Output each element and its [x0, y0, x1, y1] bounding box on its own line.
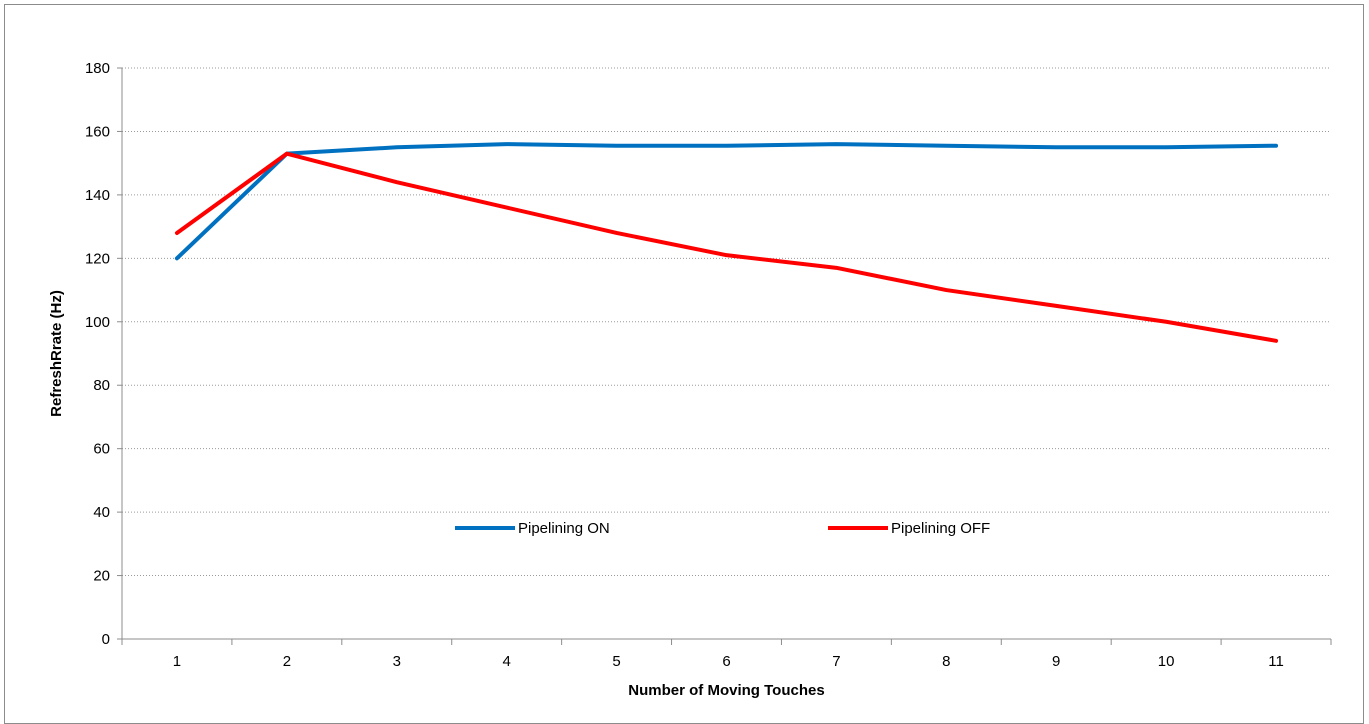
x-tick-label: 6 — [722, 653, 730, 670]
x-axis-title: Number of Moving Touches — [628, 682, 824, 699]
x-tick-label: 9 — [1052, 653, 1060, 670]
x-tick-label: 8 — [942, 653, 950, 670]
legend-label-pipelining-off: Pipelining OFF — [891, 520, 990, 537]
x-tick-label: 11 — [1268, 653, 1284, 670]
x-tick-label: 5 — [612, 653, 620, 670]
x-tick-label: 3 — [393, 653, 401, 670]
x-tick-label: 2 — [283, 653, 291, 670]
y-tick-label: 20 — [93, 568, 110, 585]
x-tick-label: 1 — [173, 653, 181, 670]
legend-label-pipelining-on: Pipelining ON — [518, 520, 610, 537]
y-tick-label: 120 — [85, 250, 110, 267]
y-tick-label: 100 — [85, 314, 110, 331]
series-lines — [174, 142, 1279, 343]
y-axis-title: RefreshRrate (Hz) — [48, 290, 65, 417]
y-tick-label: 160 — [85, 123, 110, 140]
y-tick-label: 80 — [93, 377, 110, 394]
x-tick-label: 10 — [1158, 653, 1175, 670]
tick-labels: 0 20 40 60 80 100 120 140 160 180 1 2 3 4 5 6 7 8 9 10 11 — [85, 60, 1284, 670]
x-tick-label: 7 — [832, 653, 840, 670]
gridlines — [122, 67, 1331, 577]
y-tick-label: 40 — [93, 504, 110, 521]
legend: Pipelining ON Pipelining OFF — [455, 520, 990, 537]
series-line-pipelining-off — [174, 151, 1279, 343]
series-line-pipelining-on — [174, 142, 1279, 261]
y-tick-label: 140 — [85, 187, 110, 204]
line-chart: 0 20 40 60 80 100 120 140 160 180 1 2 3 4 5 6 7 8 9 10 11 Nu… — [48, 60, 1332, 699]
axes — [117, 67, 1332, 645]
chart-frame — [4, 4, 1364, 724]
y-tick-label: 0 — [102, 631, 110, 648]
y-tick-label: 60 — [93, 441, 110, 458]
y-tick-label: 180 — [85, 60, 110, 77]
x-tick-label: 4 — [503, 653, 511, 670]
